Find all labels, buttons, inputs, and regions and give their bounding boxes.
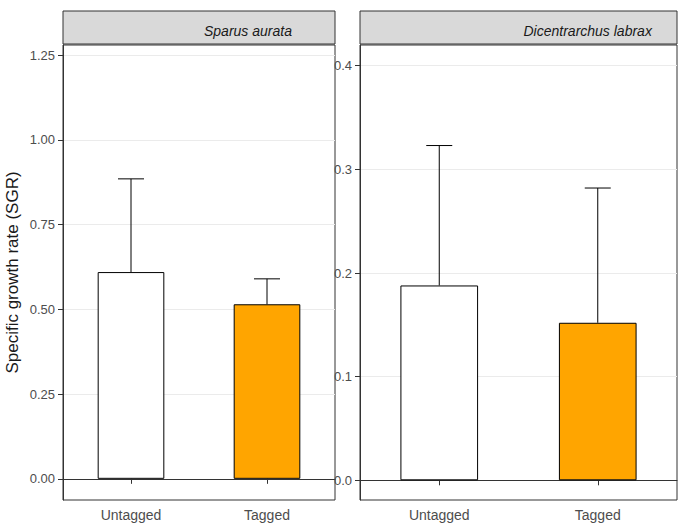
svg-text:0.2: 0.2 xyxy=(334,266,352,281)
svg-text:Untagged: Untagged xyxy=(409,507,470,523)
svg-text:Untagged: Untagged xyxy=(101,507,162,523)
svg-text:0.00: 0.00 xyxy=(30,471,55,486)
svg-text:Specific growth rate (SGR): Specific growth rate (SGR) xyxy=(3,171,22,373)
svg-text:0.0: 0.0 xyxy=(334,473,352,488)
svg-text:0.4: 0.4 xyxy=(334,58,352,73)
svg-text:Sparus aurata: Sparus aurata xyxy=(204,23,292,39)
svg-text:0.3: 0.3 xyxy=(334,162,352,177)
svg-text:0.75: 0.75 xyxy=(30,217,55,232)
svg-text:1.00: 1.00 xyxy=(30,132,55,147)
svg-text:1.25: 1.25 xyxy=(30,48,55,63)
svg-text:Tagged: Tagged xyxy=(575,507,621,523)
svg-text:Dicentrarchus labrax: Dicentrarchus labrax xyxy=(524,23,653,39)
svg-text:0.50: 0.50 xyxy=(30,302,55,317)
svg-text:0.1: 0.1 xyxy=(334,369,352,384)
svg-text:0.25: 0.25 xyxy=(30,387,55,402)
svg-text:Tagged: Tagged xyxy=(244,507,290,523)
